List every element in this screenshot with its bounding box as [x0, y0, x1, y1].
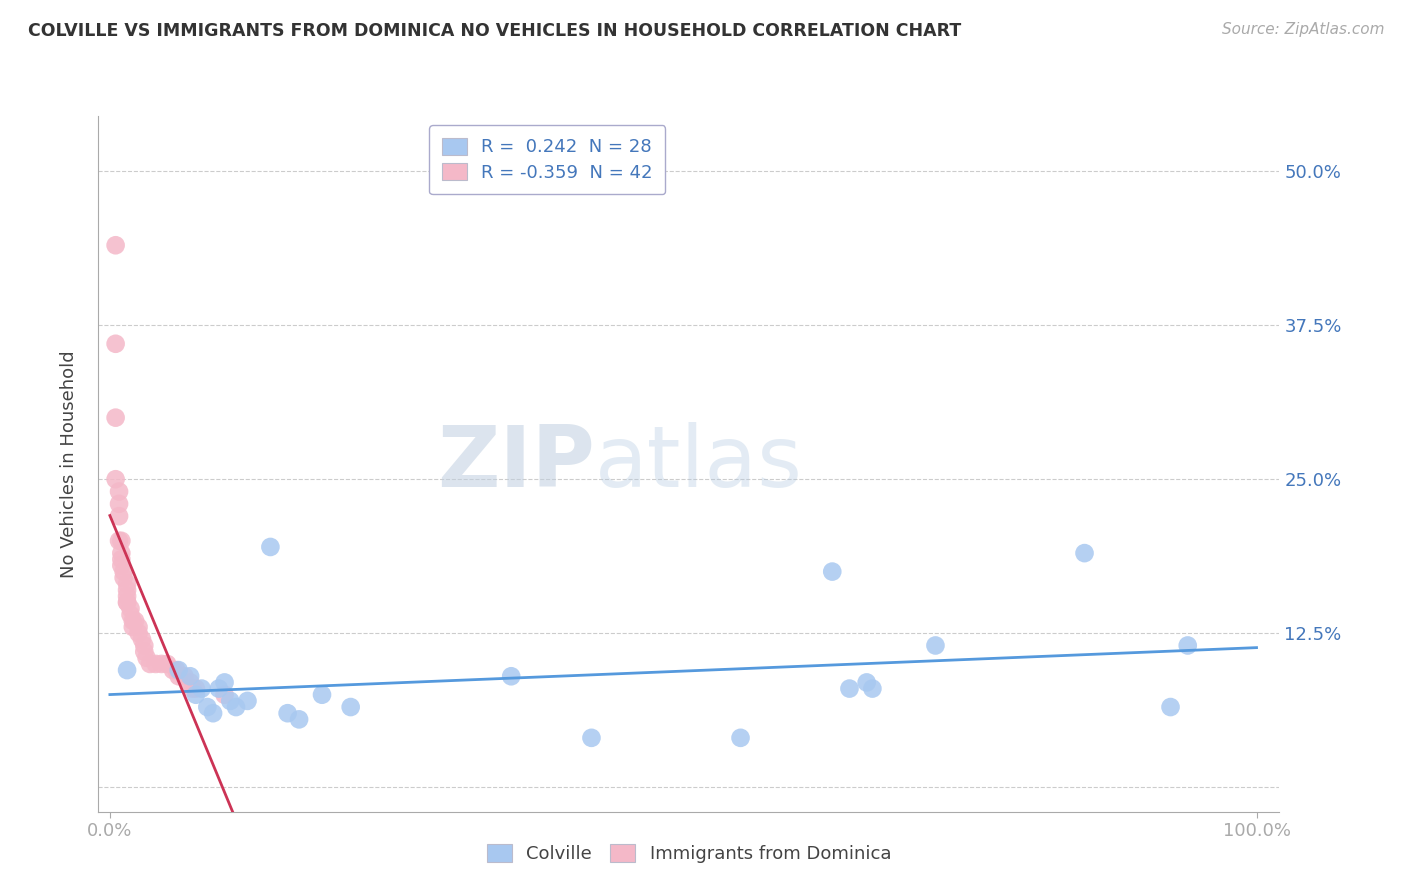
Point	[156, 657, 179, 671]
Point	[173, 669, 195, 683]
Point	[150, 657, 173, 671]
Point	[1073, 546, 1095, 560]
Point	[162, 663, 184, 677]
Point	[821, 565, 844, 579]
Point	[104, 472, 127, 486]
Point	[108, 509, 131, 524]
Point	[339, 700, 361, 714]
Point	[165, 663, 187, 677]
Point	[134, 639, 156, 653]
Point	[730, 731, 752, 745]
Point	[121, 620, 143, 634]
Point	[167, 669, 190, 683]
Point	[128, 626, 150, 640]
Point	[184, 681, 207, 696]
Text: COLVILLE VS IMMIGRANTS FROM DOMINICA NO VEHICLES IN HOUSEHOLD CORRELATION CHART: COLVILLE VS IMMIGRANTS FROM DOMINICA NO …	[28, 22, 962, 40]
Point	[855, 675, 877, 690]
Point	[145, 657, 167, 671]
Point	[195, 700, 218, 714]
Point	[179, 675, 201, 690]
Point	[225, 700, 247, 714]
Point	[1177, 639, 1199, 653]
Point	[115, 589, 138, 603]
Point	[108, 484, 131, 499]
Text: Source: ZipAtlas.com: Source: ZipAtlas.com	[1222, 22, 1385, 37]
Point	[860, 681, 883, 696]
Point	[202, 706, 225, 721]
Point	[139, 657, 162, 671]
Point	[110, 546, 132, 560]
Y-axis label: No Vehicles in Household: No Vehicles in Household	[59, 350, 77, 578]
Point	[115, 663, 138, 677]
Point	[288, 712, 311, 726]
Point	[581, 731, 603, 745]
Point	[124, 614, 146, 628]
Point	[112, 565, 135, 579]
Text: atlas: atlas	[595, 422, 803, 506]
Point	[120, 607, 142, 622]
Text: ZIP: ZIP	[437, 422, 595, 506]
Point	[108, 497, 131, 511]
Point	[259, 540, 281, 554]
Point	[181, 681, 204, 696]
Point	[131, 632, 153, 647]
Point	[110, 533, 132, 548]
Point	[120, 601, 142, 615]
Point	[110, 558, 132, 573]
Point	[112, 571, 135, 585]
Point	[110, 552, 132, 566]
Point	[924, 639, 946, 653]
Point	[214, 675, 236, 690]
Point	[115, 583, 138, 598]
Point	[190, 681, 212, 696]
Point	[214, 688, 236, 702]
Point	[277, 706, 299, 721]
Point	[135, 650, 157, 665]
Point	[104, 410, 127, 425]
Point	[128, 620, 150, 634]
Point	[134, 645, 156, 659]
Point	[115, 595, 138, 609]
Point	[115, 595, 138, 609]
Point	[838, 681, 860, 696]
Point	[236, 694, 259, 708]
Point	[311, 688, 333, 702]
Point	[104, 336, 127, 351]
Point	[115, 577, 138, 591]
Point	[208, 681, 231, 696]
Point	[219, 694, 242, 708]
Point	[184, 688, 207, 702]
Point	[121, 614, 143, 628]
Point	[179, 669, 201, 683]
Legend: Colville, Immigrants from Dominica: Colville, Immigrants from Dominica	[478, 836, 900, 872]
Point	[104, 238, 127, 252]
Point	[108, 533, 131, 548]
Point	[501, 669, 523, 683]
Point	[1160, 700, 1182, 714]
Point	[167, 663, 190, 677]
